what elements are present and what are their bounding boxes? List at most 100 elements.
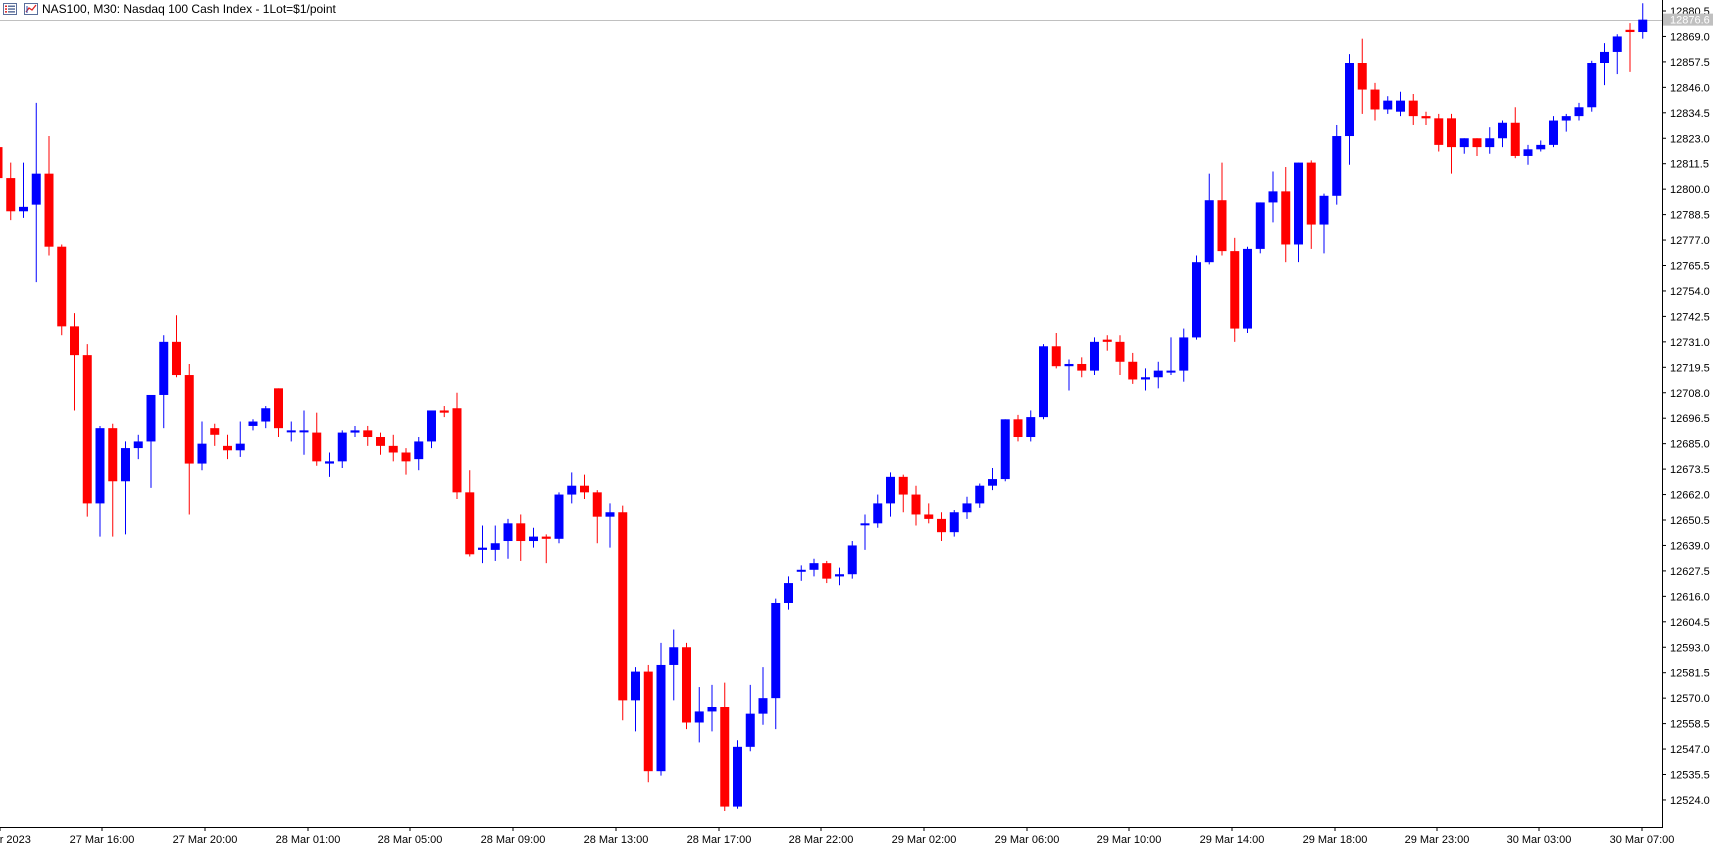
candle-body [745, 713, 755, 747]
candle-body [924, 514, 934, 519]
menu-grid-icon[interactable] [3, 3, 17, 15]
candle-body [1345, 63, 1354, 137]
candle-body [631, 671, 640, 701]
candle [376, 432, 385, 455]
candle [1039, 344, 1048, 420]
candle-body [401, 452, 411, 462]
candle [210, 423, 220, 446]
candle [771, 598, 781, 730]
candle [1510, 107, 1520, 159]
candle-body [1561, 116, 1571, 121]
y-tick-label: 12765.5 [1670, 261, 1710, 273]
candle [261, 406, 271, 429]
candle-body [1396, 100, 1405, 112]
candle-body [490, 543, 500, 550]
y-tick-label: 12581.5 [1670, 668, 1710, 680]
candle [31, 102, 41, 283]
candle [6, 162, 16, 221]
candle-body [337, 432, 347, 462]
candle-body [146, 394, 156, 442]
candle [1115, 335, 1125, 376]
candle-body [656, 664, 666, 772]
candle [924, 503, 934, 524]
y-tick-label: 12696.5 [1670, 413, 1710, 425]
y-tick-label: 12834.5 [1670, 108, 1710, 120]
candle-body [1000, 419, 1010, 480]
candle-body [1472, 138, 1482, 148]
candle [682, 642, 691, 730]
candle [860, 514, 870, 550]
candle [643, 664, 653, 783]
y-tick-label: 12547.0 [1670, 744, 1710, 756]
candle-body [1243, 248, 1252, 329]
y-tick-label: 12823.0 [1670, 133, 1710, 145]
candle [133, 434, 143, 460]
candle [516, 514, 526, 561]
candle [1370, 82, 1380, 121]
candle [503, 518, 513, 559]
candle [1179, 328, 1189, 382]
candle-body [0, 147, 3, 179]
candle-body [835, 574, 844, 577]
chart-window-icon[interactable] [24, 3, 38, 15]
candle-body [694, 711, 704, 723]
candle [146, 394, 156, 488]
candle-body [223, 445, 232, 451]
y-tick-label: 12650.5 [1670, 515, 1710, 527]
candle-body [822, 563, 832, 579]
candle-body [898, 476, 908, 495]
candle [1625, 23, 1635, 72]
candle-body [1281, 191, 1291, 245]
candle-body [1600, 51, 1609, 64]
candle [490, 525, 500, 561]
candle-body [184, 375, 194, 464]
candle [1192, 255, 1201, 340]
candle [567, 472, 577, 504]
candle [1306, 160, 1316, 249]
candle-body [210, 428, 220, 435]
candle-body [784, 583, 793, 603]
candle [478, 525, 487, 564]
candle [656, 642, 666, 776]
candle [414, 437, 424, 471]
candle [1472, 138, 1482, 156]
candle [1498, 120, 1507, 148]
candle [886, 472, 895, 517]
candle [1523, 144, 1533, 165]
x-tick-label: 28 Mar 01:00 [276, 834, 341, 846]
candle [1561, 113, 1571, 132]
candle-body [1498, 122, 1507, 139]
y-tick-label: 12627.5 [1670, 566, 1710, 578]
x-tick-label: 30 Mar 03:00 [1507, 834, 1572, 846]
candle [1294, 162, 1303, 263]
candle-body [643, 671, 653, 772]
candle [299, 410, 309, 455]
candle-body [847, 545, 857, 575]
candle [618, 505, 628, 721]
y-tick-label: 12777.0 [1670, 235, 1710, 247]
y-tick-label: 12800.0 [1670, 184, 1710, 196]
x-tick-label: 27 Mar 2023 [0, 834, 31, 846]
y-tick-label: 12639.0 [1670, 540, 1710, 552]
candle [1166, 337, 1176, 376]
candle [937, 512, 946, 542]
candle [439, 406, 449, 418]
candle-body [70, 326, 79, 356]
candle-body [57, 246, 67, 327]
candle-body [1612, 36, 1622, 52]
x-tick-label: 27 Mar 16:00 [70, 834, 135, 846]
candle [388, 434, 398, 462]
y-tick-label: 12869.0 [1670, 31, 1710, 43]
candle [350, 425, 360, 438]
candle [911, 485, 921, 526]
candle-body [1255, 202, 1265, 249]
candle-body [529, 536, 538, 542]
candle [1243, 246, 1252, 333]
candle-body [376, 437, 385, 446]
y-tick-label: 12788.5 [1670, 210, 1710, 222]
candle-body [172, 341, 181, 376]
candle [1204, 173, 1214, 265]
candle [1396, 91, 1405, 117]
y-tick-label: 12754.0 [1670, 286, 1710, 298]
